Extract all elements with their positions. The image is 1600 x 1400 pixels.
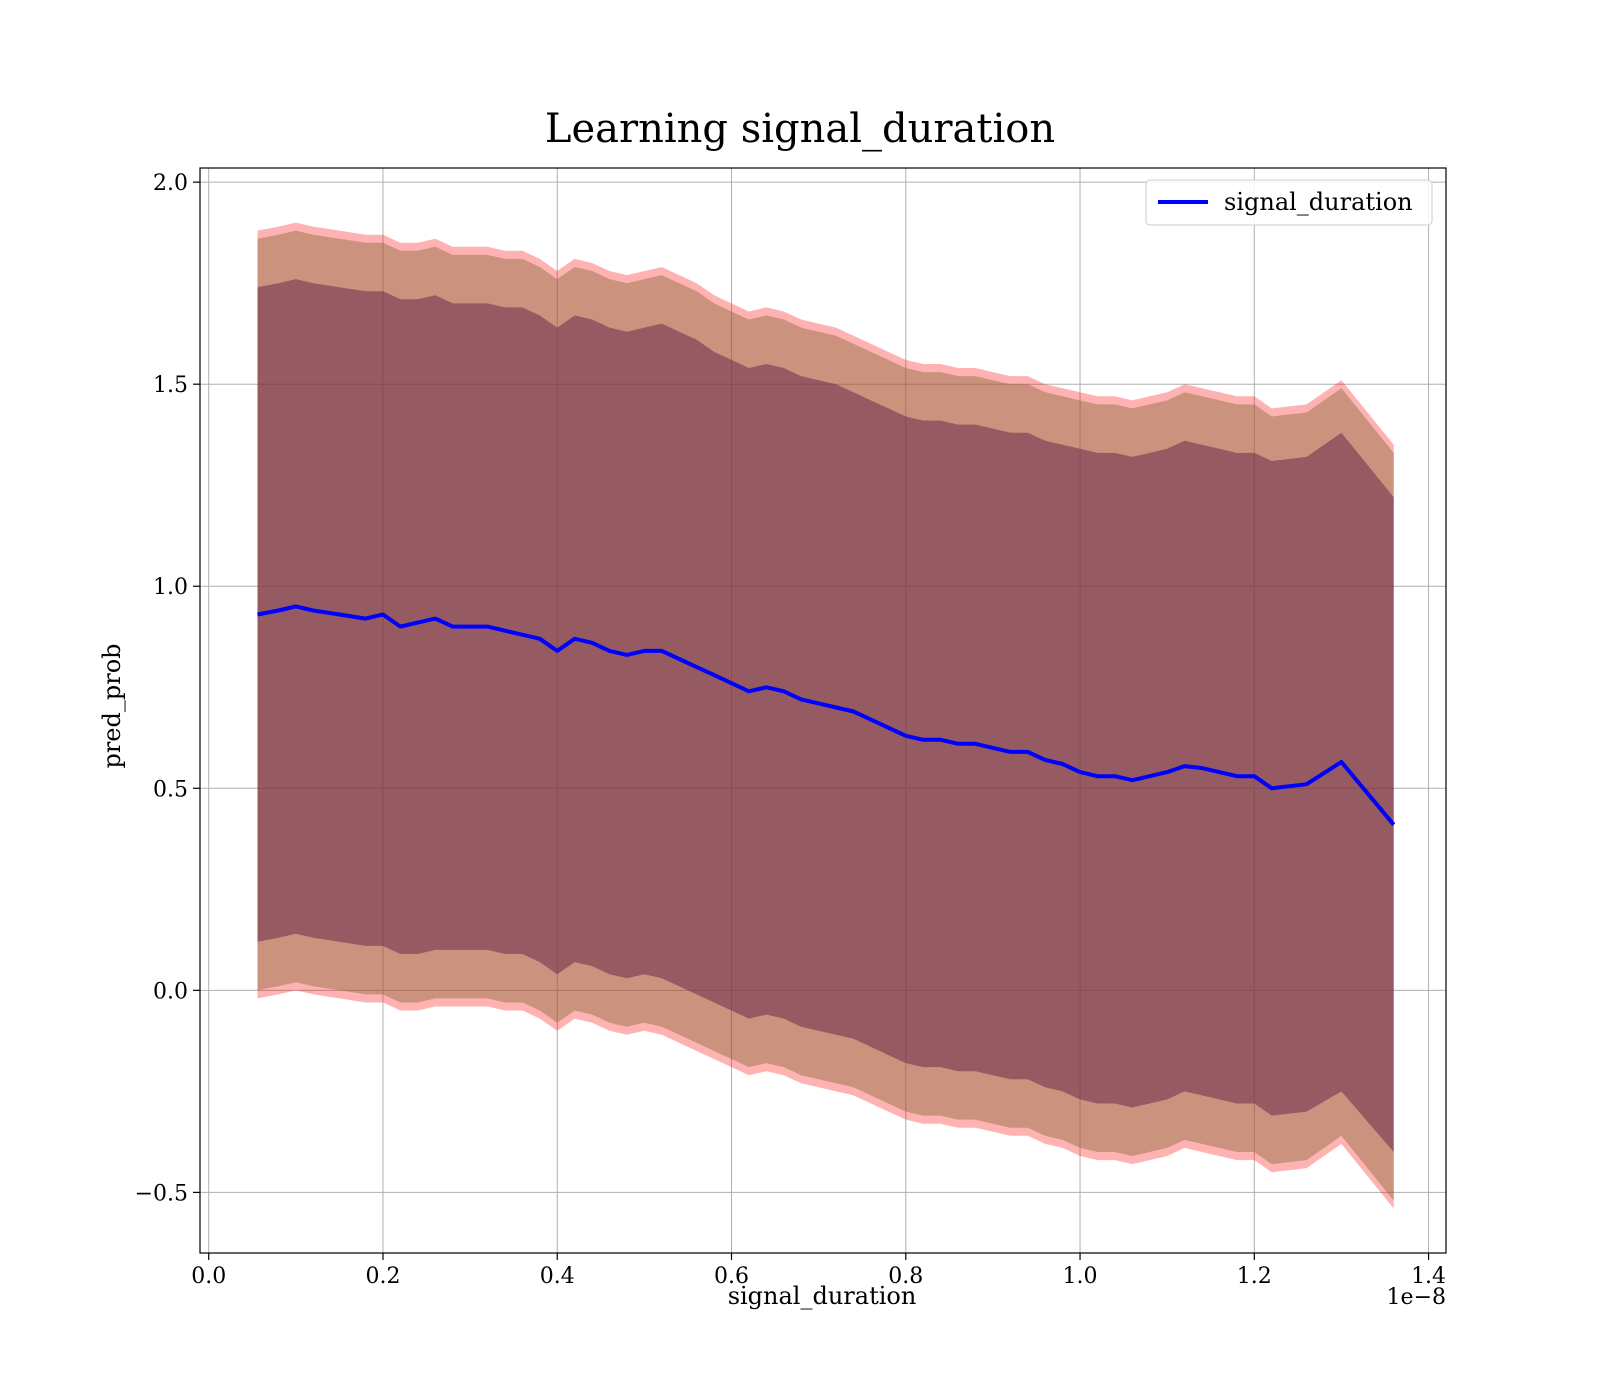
y-axis-label: pred_prob — [98, 643, 126, 768]
legend-frame — [1145, 179, 1433, 226]
y-tick-label: 1.0 — [153, 575, 188, 600]
confidence-band-3 — [257, 279, 1394, 1153]
x-tick-label: 0.2 — [365, 1264, 400, 1289]
x-tick-label: 1.0 — [1063, 1264, 1098, 1289]
y-tick-label: 0.5 — [153, 777, 188, 802]
y-tick-label: 2.0 — [153, 171, 188, 196]
y-tick-label: 0.0 — [153, 979, 188, 1004]
chart-title: Learning signal_duration — [545, 106, 1055, 152]
x-axis-label: signal_duration — [728, 1282, 917, 1310]
x-tick-label: 0.4 — [540, 1264, 575, 1289]
x-tick-label: 0.8 — [888, 1264, 923, 1289]
x-tick-label: 1.2 — [1237, 1264, 1272, 1289]
plot-area: 0.0 0.2 0.4 0.6 0.8 1.0 1.2 1.4 −0.5 0.0 0.5 1.0 1.5… — [135, 167, 1447, 1289]
x-axis-offset-label: 1e−8 — [1387, 1285, 1446, 1310]
x-tick-label: 0.0 — [191, 1264, 226, 1289]
legend-label-signal-duration: signal_duration — [1224, 188, 1413, 216]
axes-frame — [199, 167, 1447, 1254]
series-line-signal-duration — [257, 604, 1396, 826]
y-tick-label: 1.5 — [153, 373, 188, 398]
x-tick-label: 1.4 — [1411, 1264, 1446, 1289]
x-tick-label: 0.6 — [714, 1264, 749, 1289]
y-tick-label: −0.5 — [135, 1181, 188, 1206]
legend: signal_duration — [1145, 179, 1433, 226]
